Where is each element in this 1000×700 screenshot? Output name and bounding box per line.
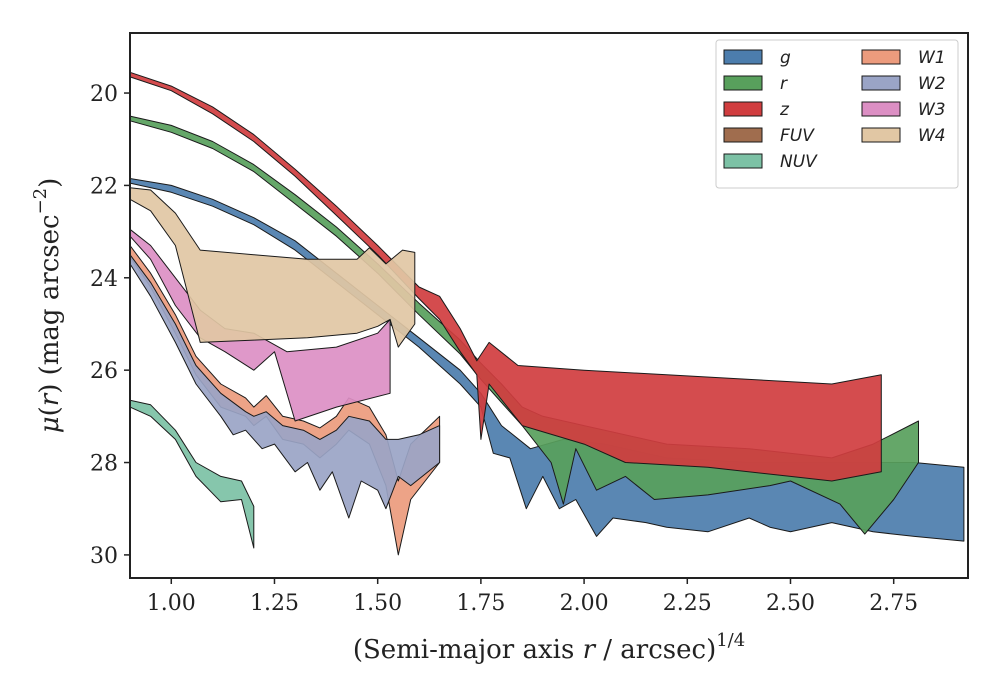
legend-swatch-g [723, 49, 763, 65]
legend-swatch-r [723, 75, 763, 91]
legend-label-nuv: NUV [780, 152, 818, 172]
plot-frame [129, 32, 969, 579]
legend-label-g: g [780, 48, 791, 68]
band-nuv [129, 399, 255, 549]
legend-swatch-w4 [861, 127, 901, 143]
legend-label-w3: W3 [918, 100, 946, 120]
x-tick-label: 1.75 [456, 591, 505, 616]
y-tick-label: 30 [90, 544, 118, 569]
band-w4 [129, 187, 416, 348]
x-tick-label: 2.00 [560, 591, 609, 616]
y-axis-label: μ(r) (mag arcsec−2) [30, 178, 65, 434]
legend-label-r: r [780, 74, 788, 94]
legend-label-fuv: FUV [780, 126, 815, 146]
y-axis-ticks: 20 22 24 26 28 30 [90, 82, 130, 569]
profile-bands [129, 71, 965, 556]
y-tick-label: 28 [90, 452, 118, 477]
legend-label-w1: W1 [918, 48, 946, 68]
x-tick-label: 2.75 [869, 591, 918, 616]
y-tick-label: 26 [90, 359, 118, 384]
x-axis-label: (Semi-major axis r / arcsec)1/4 [353, 630, 745, 665]
x-tick-label: 2.25 [663, 591, 712, 616]
legend-swatch-w1 [861, 49, 901, 65]
legend-swatch-w2 [861, 75, 901, 91]
x-tick-label: 1.50 [353, 591, 402, 616]
legend: grz FUV NUV W1 W2 W3 W4 [715, 39, 959, 189]
band-w2 [129, 254, 441, 519]
legend-swatch-nuv [723, 153, 763, 169]
x-tick-label: 1.00 [147, 591, 196, 616]
legend-swatch-w3 [861, 101, 901, 117]
y-tick-label: 20 [90, 82, 118, 107]
x-tick-label: 2.50 [766, 591, 815, 616]
x-tick-label: 1.25 [250, 591, 299, 616]
legend-label-z: z [779, 100, 790, 120]
legend-swatch-z [723, 101, 763, 117]
x-axis-ticks: 1.00 1.25 1.50 1.75 2.00 2.25 2.50 2.75 [147, 578, 918, 616]
legend-label-w2: W2 [918, 74, 946, 94]
legend-label-w4: W4 [918, 126, 946, 146]
legend-swatch-fuv [723, 127, 763, 143]
y-tick-label: 22 [90, 174, 118, 199]
y-tick-label: 24 [90, 267, 118, 292]
